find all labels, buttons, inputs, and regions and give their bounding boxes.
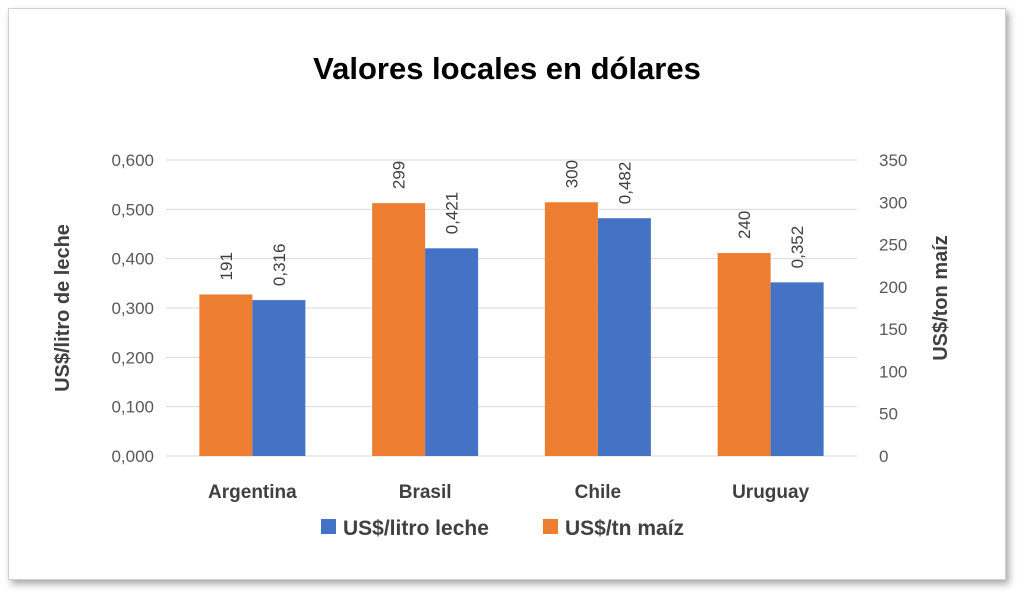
y-left-tick-label: 0,300 xyxy=(111,299,154,318)
y-right-axis-title: US$/ton maíz xyxy=(930,235,952,361)
y-left-tick-label: 0,100 xyxy=(111,398,154,417)
chart-frame: Valores locales en dólares 0,000 0,100 0,2… xyxy=(8,8,1006,580)
x-category-label: Chile xyxy=(575,482,621,503)
bar-leche xyxy=(770,282,824,456)
y-left-axis-title: US$/litro de leche xyxy=(52,224,74,392)
legend-swatch xyxy=(321,519,336,534)
y-left-tick-label: 0,500 xyxy=(111,200,154,219)
legend-label: US$/tn maíz xyxy=(565,517,684,540)
data-label-leche: 0,482 xyxy=(615,162,634,205)
bar-maiz xyxy=(544,202,598,456)
data-label-leche: 0,421 xyxy=(443,192,462,235)
x-category-label: Brasil xyxy=(399,482,452,503)
y-right-tick-label: 250 xyxy=(879,236,907,255)
data-label-maiz: 191 xyxy=(217,252,236,280)
data-label-leche: 0,352 xyxy=(788,226,807,269)
x-category-label: Uruguay xyxy=(732,482,810,503)
y-right-tick-label: 50 xyxy=(879,405,898,424)
data-label-leche: 0,316 xyxy=(270,244,289,287)
bar-leche xyxy=(425,248,479,456)
y-left-tick-label: 0,400 xyxy=(111,250,154,269)
bar-chart: 0,000 0,100 0,200 0,300 0,400 0,500 0,600 0 50 10… xyxy=(52,151,952,540)
data-label-maiz: 300 xyxy=(562,160,581,188)
bar-maiz xyxy=(372,203,426,456)
y-right-tick-label: 300 xyxy=(879,193,907,212)
y-right-tick-label: 150 xyxy=(879,320,907,339)
legend-label: US$/litro leche xyxy=(343,517,489,540)
bar-maiz xyxy=(199,294,253,456)
bar-maiz xyxy=(717,253,771,456)
y-right-tick-label: 350 xyxy=(879,151,907,170)
x-category-label: Argentina xyxy=(208,482,297,503)
chart-title: Valores locales en dólares xyxy=(313,51,701,86)
legend-swatch xyxy=(543,519,558,534)
bar-leche xyxy=(597,218,651,456)
bar-leche xyxy=(252,300,306,456)
y-left-tick-label: 0,200 xyxy=(111,348,154,367)
data-label-maiz: 299 xyxy=(390,161,409,189)
y-right-tick-label: 100 xyxy=(879,362,907,381)
y-right-tick-label: 0 xyxy=(879,447,888,466)
y-left-tick-label: 0,000 xyxy=(111,447,154,466)
y-left-tick-label: 0,600 xyxy=(111,151,154,170)
data-label-maiz: 240 xyxy=(735,211,754,239)
y-right-tick-label: 200 xyxy=(879,278,907,297)
